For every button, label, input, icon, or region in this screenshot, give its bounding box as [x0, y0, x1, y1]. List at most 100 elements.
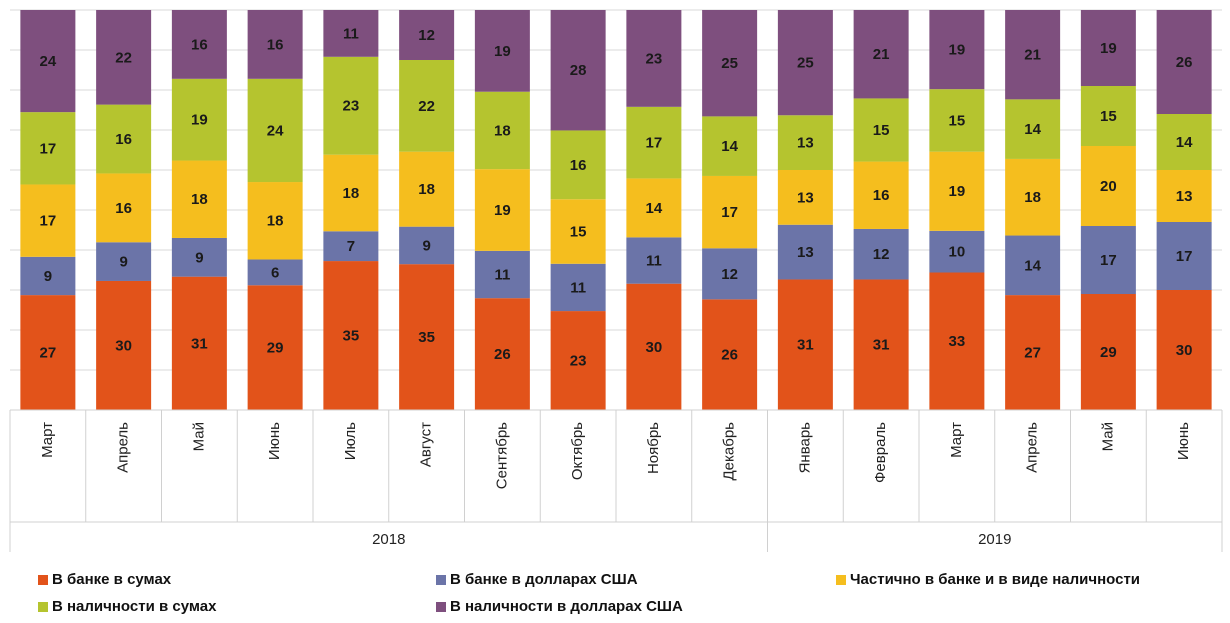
bar-segment	[929, 10, 985, 90]
legend-label: В банке в долларах США	[450, 571, 638, 588]
x-tick-label: Март	[39, 422, 56, 458]
bar-segment	[20, 295, 76, 410]
value-label: 23	[570, 353, 587, 370]
value-label: 13	[797, 189, 814, 206]
value-label: 31	[873, 337, 890, 354]
bar-segment	[247, 78, 303, 183]
x-tick-label: Август	[418, 422, 435, 467]
bar-segment	[247, 285, 303, 410]
bar-segment	[247, 10, 303, 79]
bar-segment	[853, 279, 909, 410]
value-label: 30	[115, 337, 132, 354]
value-label: 22	[115, 49, 132, 66]
value-label: 28	[570, 62, 587, 79]
bar-segment	[929, 272, 985, 410]
bar-segment	[550, 311, 606, 410]
legend-swatch	[436, 575, 446, 585]
bar-segment	[474, 91, 530, 170]
value-label: 16	[191, 36, 208, 53]
value-label: 9	[44, 268, 52, 285]
bar-segment	[777, 10, 833, 116]
value-label: 15	[949, 112, 966, 129]
value-label: 25	[721, 55, 738, 72]
value-label: 13	[797, 244, 814, 261]
value-label: 17	[646, 135, 663, 152]
bar-segment	[1005, 158, 1061, 236]
bar-segment	[777, 170, 833, 225]
bar-segment	[777, 224, 833, 280]
bar-segment	[323, 56, 379, 155]
bar-segment	[96, 173, 152, 243]
value-label: 14	[646, 200, 663, 217]
legend-label: В наличности в долларах США	[450, 598, 683, 615]
value-label: 16	[115, 200, 132, 217]
value-label: 35	[343, 328, 360, 345]
bar-segment	[777, 115, 833, 170]
bar-segment	[474, 169, 530, 251]
bar-segment	[1156, 10, 1212, 114]
value-label: 12	[418, 27, 435, 44]
bar-segment	[702, 175, 758, 249]
bar-segment	[1080, 10, 1136, 86]
value-label: 6	[271, 264, 279, 281]
value-label: 9	[119, 254, 127, 271]
bar-segment	[929, 89, 985, 152]
x-tick-label: Декабрь	[721, 422, 738, 481]
value-label: 21	[873, 46, 890, 63]
value-label: 18	[1024, 189, 1041, 206]
bar-segment	[474, 250, 530, 299]
value-label: 23	[646, 50, 663, 67]
bar-segment	[399, 10, 455, 60]
legend-swatch	[836, 575, 846, 585]
value-label: 23	[343, 98, 360, 115]
bar-segment	[929, 151, 985, 231]
bar-segment	[1080, 86, 1136, 146]
value-label: 19	[494, 202, 511, 219]
value-label: 18	[494, 122, 511, 139]
bar-segment	[171, 237, 227, 277]
value-label: 7	[347, 238, 355, 255]
value-label: 17	[40, 140, 57, 157]
bar-segment	[474, 10, 530, 92]
bar-segment	[929, 230, 985, 273]
x-tick-label: Апрель	[1024, 422, 1041, 473]
bar-segment	[626, 178, 682, 238]
value-label: 11	[343, 25, 359, 42]
x-tick-label: Июнь	[1175, 422, 1192, 460]
value-label: 26	[1176, 54, 1193, 71]
value-label: 24	[40, 53, 57, 70]
value-label: 35	[418, 329, 435, 346]
bar-segment	[626, 237, 682, 284]
bar-segment	[20, 256, 76, 296]
value-label: 22	[418, 98, 435, 115]
bar-segment	[777, 279, 833, 410]
value-label: 19	[494, 43, 511, 60]
bar-segment	[20, 10, 76, 113]
bar-segment	[1156, 170, 1212, 222]
value-label: 14	[721, 138, 738, 155]
x-tick-label: Июнь	[266, 422, 283, 460]
value-label: 29	[1100, 344, 1117, 361]
value-label: 31	[191, 335, 208, 352]
value-label: 30	[646, 339, 663, 356]
bar-segment	[853, 10, 909, 99]
legend-swatch	[38, 602, 48, 612]
value-label: 16	[570, 157, 587, 174]
value-label: 12	[721, 266, 738, 283]
value-label: 12	[873, 246, 890, 263]
x-tick-label: Апрель	[115, 422, 132, 473]
value-label: 18	[191, 191, 208, 208]
bar-segment	[20, 184, 76, 257]
value-label: 16	[873, 187, 890, 204]
value-label: 33	[949, 333, 966, 350]
value-label: 10	[949, 244, 966, 261]
legend-label: В банке в сумах	[52, 571, 172, 588]
value-label: 13	[797, 135, 814, 152]
bar-segment	[626, 10, 682, 107]
value-label: 19	[191, 112, 208, 129]
value-label: 17	[721, 204, 738, 221]
value-label: 26	[494, 346, 511, 363]
value-label: 18	[343, 185, 360, 202]
bar-segment	[1156, 114, 1212, 170]
bar-segment	[247, 182, 303, 260]
